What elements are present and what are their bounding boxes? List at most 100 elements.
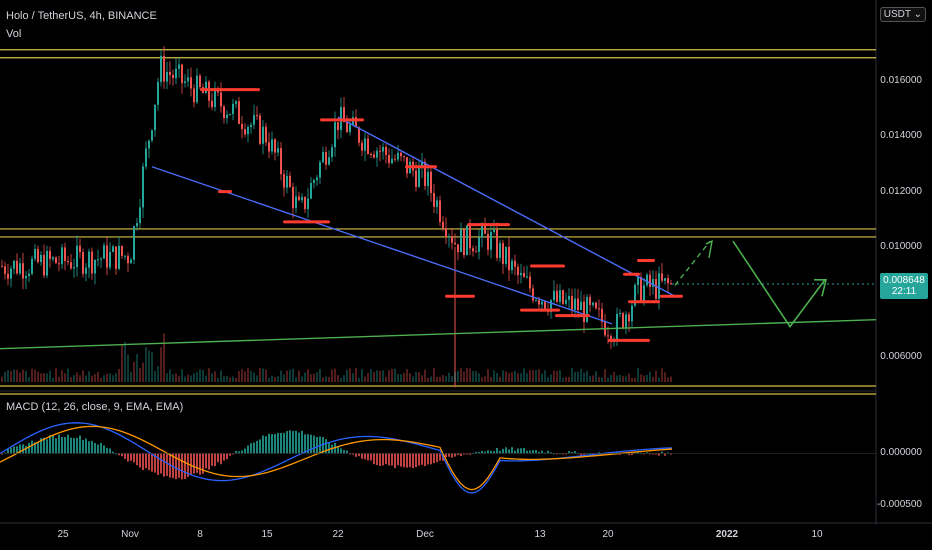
macd-histogram-bar (247, 445, 249, 454)
macd-histogram-bar (421, 453, 423, 465)
volume-bar (616, 375, 618, 382)
volume-bar (109, 373, 111, 382)
macd-histogram-bar (652, 453, 654, 455)
candle-body (670, 283, 672, 285)
projection-path (732, 240, 826, 329)
candle-body (382, 146, 384, 152)
macd-histogram-bar (457, 453, 459, 455)
candle-body (97, 259, 99, 261)
volume-bar (496, 373, 498, 382)
volume-bar (133, 361, 135, 382)
candle-body (625, 314, 627, 328)
volume-bar (622, 376, 624, 382)
candle-body (298, 196, 300, 201)
candle-body (469, 225, 471, 249)
macd-histogram-bar (418, 453, 420, 466)
red-marker-9 (555, 314, 590, 318)
candle-body (583, 301, 585, 323)
volume-bar (610, 374, 612, 382)
candle-body (571, 295, 573, 310)
volume-bar (529, 370, 531, 382)
candle-body (574, 298, 576, 310)
candle-body (196, 75, 198, 103)
candle-body (124, 255, 126, 257)
macd-tick-label: -0.000500 (876, 498, 922, 510)
candle-body (70, 262, 72, 269)
volume-bar (661, 368, 663, 382)
macd-histogram-bar (628, 453, 630, 456)
volume-bar (298, 370, 300, 382)
candle-body (178, 64, 180, 69)
candle-body (268, 142, 270, 152)
candle-body (94, 259, 96, 274)
macd-histogram-bar (7, 448, 9, 454)
candle-body (151, 130, 153, 141)
currency-selector[interactable]: USDT ⌄ (879, 7, 926, 22)
candle-body (184, 81, 186, 84)
candle-body (31, 258, 33, 274)
macd-histogram-bar (520, 448, 522, 454)
macd-histogram-bar (376, 453, 378, 466)
volume-bar (49, 370, 51, 382)
volume-bar (238, 371, 240, 382)
volume-bar (436, 376, 438, 382)
candle-body (295, 196, 297, 209)
volume-bar (511, 372, 513, 382)
volume-bar (58, 376, 60, 382)
macd-histogram-bar (295, 430, 297, 454)
macd-histogram-bar (448, 453, 450, 457)
candle-body (337, 122, 339, 131)
volume-bar (16, 370, 18, 382)
macd-histogram-bar (136, 453, 138, 466)
volume-bar (337, 375, 339, 382)
volume-bar (223, 376, 225, 382)
macd-histogram-bar (196, 453, 198, 473)
volume-bar (193, 373, 195, 382)
macd-histogram-bar (445, 453, 447, 458)
candle-body (232, 103, 234, 115)
volume-bar (340, 377, 342, 382)
volume-bar (37, 371, 39, 382)
volume-bar (157, 366, 159, 382)
macd-histogram-bar (496, 447, 498, 454)
macd-histogram-bar (64, 437, 66, 454)
price-tick-label: 0.006000 (880, 350, 922, 362)
volume-bar (430, 376, 432, 382)
candle-body (475, 251, 477, 253)
candle-body (160, 55, 162, 82)
macd-histogram-bar (538, 451, 540, 454)
volume-bar (7, 370, 9, 382)
last-price-value: 0.008648 (883, 275, 925, 286)
volume-bar (283, 374, 285, 382)
candle-body (265, 126, 267, 143)
candle-body (658, 273, 660, 299)
volume-bar (25, 370, 27, 382)
macd-histogram-bar (262, 435, 264, 454)
candle-body (664, 278, 666, 281)
candle-body (448, 236, 450, 238)
volume-bar (91, 375, 93, 382)
volume-bar (523, 368, 525, 382)
volume-bar (172, 374, 174, 382)
volume-bar (583, 372, 585, 382)
volume-bar (244, 371, 246, 382)
candle-body (634, 284, 636, 306)
macd-histogram-bar (487, 450, 489, 454)
candle-body (460, 229, 462, 253)
candle-body (307, 198, 309, 210)
candle-body (607, 335, 609, 337)
candle-body (166, 71, 168, 82)
macd-histogram-bar (436, 453, 438, 463)
volume-bar (418, 372, 420, 382)
volume-bar (373, 371, 375, 382)
volume-bar (43, 373, 45, 382)
volume-bar (106, 373, 108, 382)
macd-histogram-bar (514, 450, 516, 454)
macd-histogram-bar (16, 446, 18, 454)
volume-bar (562, 377, 564, 382)
macd-histogram-bar (202, 453, 204, 474)
red-marker-13 (628, 300, 660, 304)
macd-histogram-bar (1, 453, 3, 455)
volume-bar (565, 376, 567, 382)
